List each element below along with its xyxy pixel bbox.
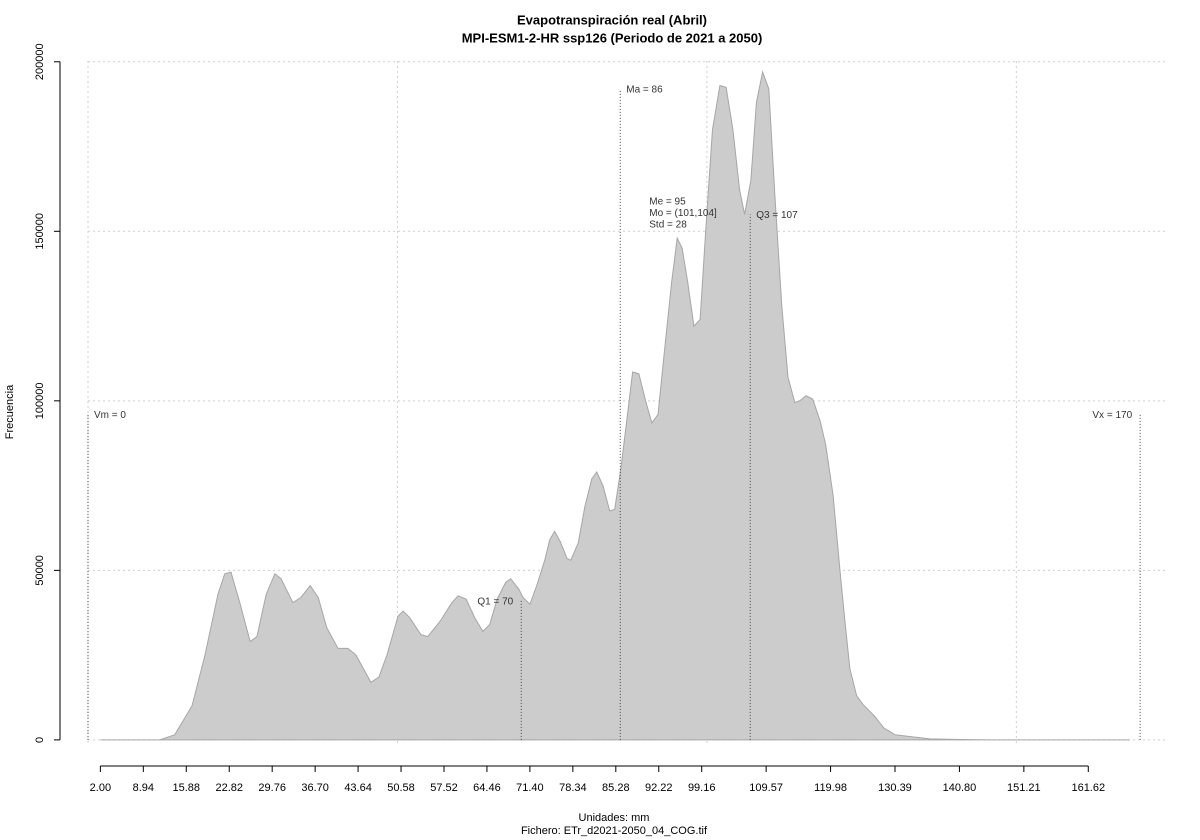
x-tick-label: 161.62: [1071, 782, 1105, 794]
x-tick-label: 119.98: [814, 782, 847, 794]
annotation-label: Vx = 170: [1092, 410, 1132, 421]
x-tick-label: 85.28: [602, 782, 630, 794]
x-tick-label: 130.39: [878, 782, 912, 794]
annotation-label: Q1 = 70: [477, 597, 513, 608]
x-tick-label: 92.22: [645, 782, 673, 794]
chart-subtitle: MPI-ESM1-2-HR ssp126 (Periodo de 2021 a …: [462, 30, 763, 45]
x-axis-label: Unidades: mm: [579, 812, 650, 824]
x-tick-label: 29.76: [258, 782, 286, 794]
annotation-label: Vm = 0: [94, 410, 126, 421]
x-tick-label: 99.16: [688, 782, 716, 794]
y-tick-label: 0: [34, 737, 46, 743]
y-axis-label: Frecuencia: [4, 384, 16, 439]
x-tick-label: 36.70: [301, 782, 329, 794]
x-tick-label: 43.64: [344, 782, 372, 794]
x-tick-label: 151.21: [1007, 782, 1041, 794]
x-tick-label: 109.57: [749, 782, 783, 794]
y-tick-label: 50000: [34, 555, 46, 586]
annotation-label: Q3 = 107: [756, 210, 798, 221]
x-tick-label: 71.40: [516, 782, 544, 794]
x-tick-label: 57.52: [430, 782, 458, 794]
caption: Fichero: ETr_d2021-2050_04_COG.tif: [521, 825, 708, 837]
y-tick-label: 200000: [34, 43, 46, 80]
stat-label: Std = 28: [649, 220, 687, 231]
x-tick-label: 140.80: [943, 782, 977, 794]
x-tick-label: 78.34: [559, 782, 587, 794]
annotation-label: Ma = 86: [626, 85, 663, 96]
stat-label: Mo = (101,104]: [649, 208, 717, 219]
x-tick-label: 15.88: [173, 782, 201, 794]
stat-label: Me = 95: [649, 197, 686, 208]
chart-title: Evapotranspiración real (Abril): [517, 12, 707, 27]
x-tick-label: 22.82: [215, 782, 243, 794]
x-tick-label: 2.00: [90, 782, 111, 794]
x-tick-label: 50.58: [387, 782, 415, 794]
x-tick-label: 8.94: [133, 782, 154, 794]
area: [100, 70, 1130, 741]
y-tick-label: 100000: [34, 382, 46, 419]
y-tick-label: 150000: [34, 213, 46, 250]
x-tick-label: 64.46: [473, 782, 501, 794]
